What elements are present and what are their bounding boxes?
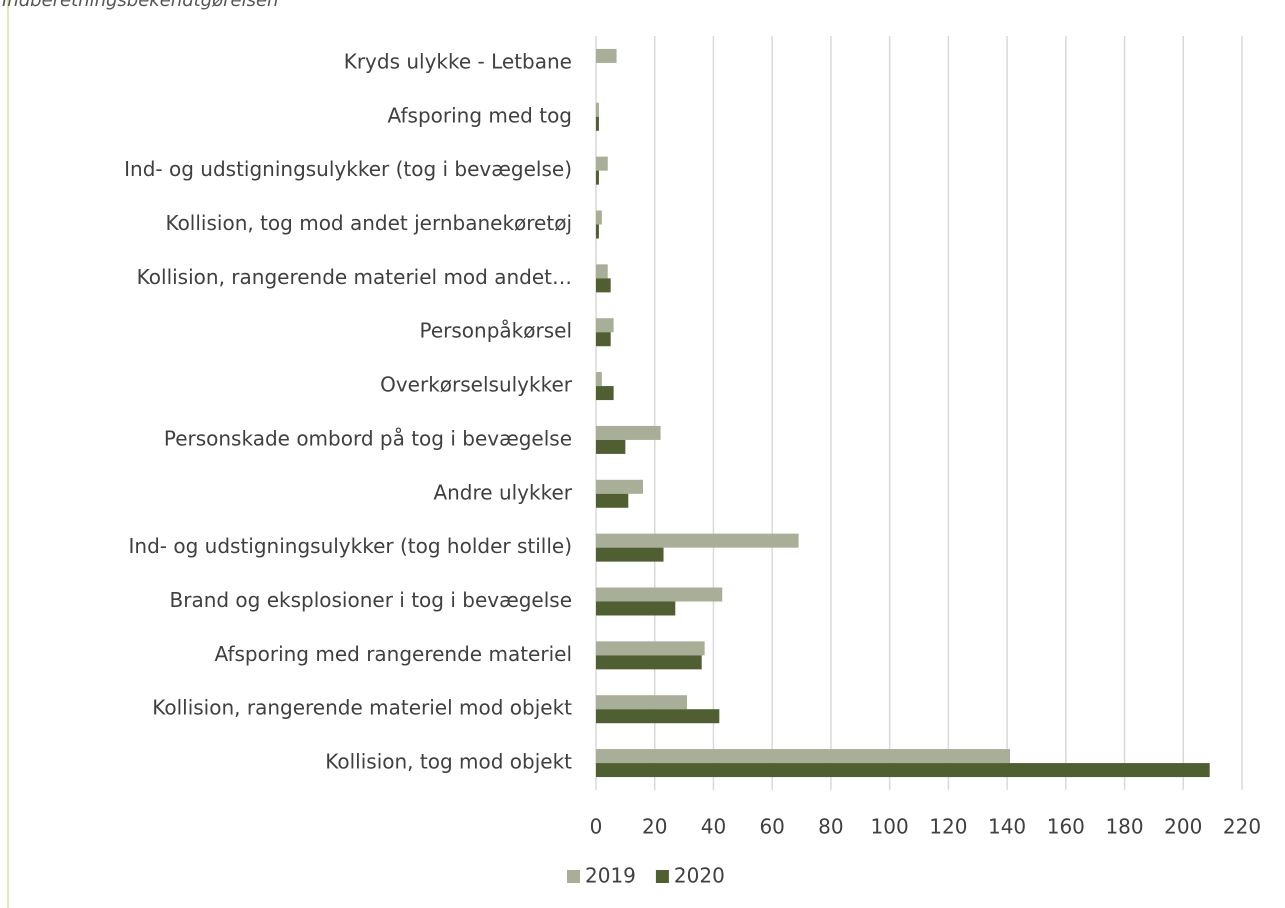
x-tick-label: 80: [818, 815, 843, 839]
y-tick-label: Kollision, tog mod andet jernbanekøretøj: [165, 211, 572, 235]
bar: [596, 372, 602, 387]
y-tick-label: Ind- og udstigningsulykker (tog holder s…: [129, 534, 572, 558]
x-tick-label: 200: [1164, 815, 1202, 839]
bar: [596, 587, 723, 602]
bar: [596, 763, 1210, 778]
bar: [596, 48, 617, 63]
bar: [596, 695, 688, 710]
bar: [596, 156, 608, 171]
y-tick-label: Andre ulykker: [433, 480, 572, 504]
bar: [596, 224, 599, 239]
bar: [596, 547, 664, 562]
x-tick-label: 120: [929, 815, 967, 839]
bar: [596, 493, 629, 508]
y-tick-label: Brand og eksplosioner i tog i bevægelse: [170, 588, 573, 612]
legend-label: 2019: [585, 864, 636, 888]
x-tick-label: 60: [759, 815, 784, 839]
x-tick-label: 40: [701, 815, 726, 839]
legend-swatch: [655, 870, 669, 883]
y-tick-label: Kollision, rangerende materiel mod andet…: [137, 265, 572, 289]
bar: [596, 749, 1011, 764]
y-tick-label: Personpåkørsel: [420, 319, 572, 343]
x-tick-label: 140: [988, 815, 1026, 839]
y-tick-label: Kollision, tog mod objekt: [325, 750, 572, 774]
legend-label: 2020: [674, 864, 725, 888]
bar: [596, 533, 799, 548]
x-tick-label: 20: [642, 815, 667, 839]
bar: [596, 278, 611, 293]
bar: [596, 116, 599, 131]
bar: [596, 655, 702, 670]
bar: [596, 332, 611, 347]
y-tick-label: Afsporing med rangerende materiel: [214, 642, 572, 666]
legend-swatch: [567, 870, 580, 883]
x-tick-label: 100: [871, 815, 909, 839]
bar: [596, 439, 626, 454]
bar: [596, 479, 643, 494]
bar: [596, 264, 608, 279]
y-tick-label: Ind- og udstigningsulykker (tog i bevæge…: [124, 157, 572, 181]
y-tick-label: Afsporing med tog: [388, 103, 572, 127]
bar: [596, 210, 602, 225]
y-tick-label: Kryds ulykke - Letbane: [344, 49, 572, 73]
bar: [596, 425, 661, 440]
y-tick-label: Overkørselsulykker: [380, 373, 573, 397]
x-tick-label: 160: [1047, 815, 1085, 839]
bar: [596, 102, 599, 117]
x-tick-label: 220: [1223, 815, 1261, 839]
bar: [596, 386, 614, 401]
y-tick-label: Personskade ombord på tog i bevægelse: [164, 426, 572, 450]
y-tick-label: Kollision, rangerende materiel mod objek…: [152, 696, 572, 720]
bar: [596, 641, 705, 656]
bar: [596, 709, 720, 724]
x-tick-label: 0: [590, 815, 603, 839]
chart-title: Indberetningsbekendtgørelsen: [2, 0, 278, 11]
bar: [596, 170, 599, 185]
x-tick-label: 180: [1105, 815, 1143, 839]
bar: [596, 318, 614, 333]
bar: [596, 601, 676, 616]
